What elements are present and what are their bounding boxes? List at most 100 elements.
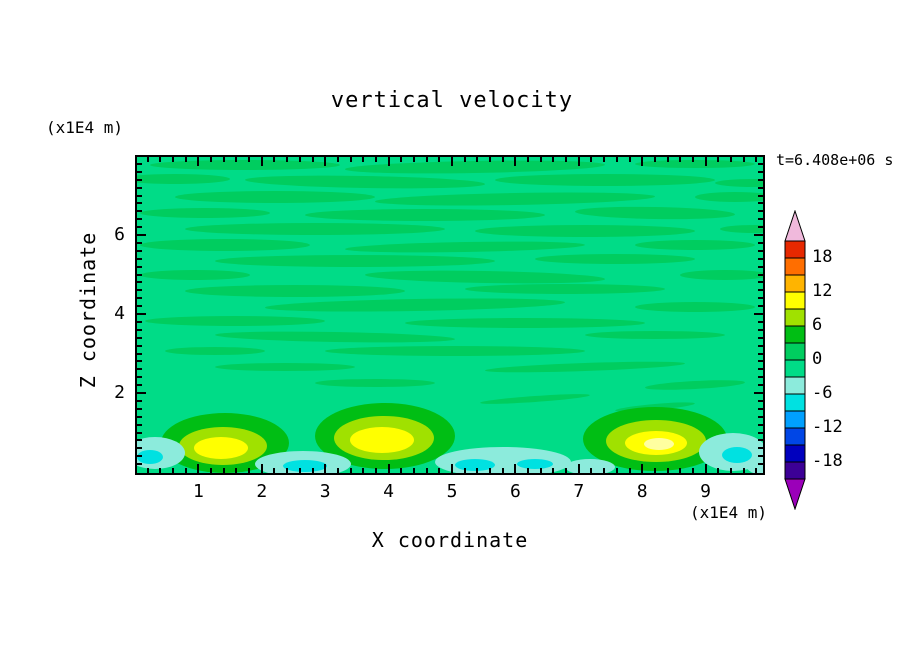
- tick-mark: [375, 157, 377, 162]
- tick-mark: [654, 468, 656, 473]
- tick-mark: [137, 226, 142, 228]
- updraft-core-yellow: [194, 427, 687, 459]
- tick-mark: [299, 157, 301, 162]
- x-tick-label: 5: [446, 481, 458, 502]
- tick-mark: [540, 468, 542, 473]
- tick-mark: [286, 157, 288, 162]
- tick-mark: [210, 157, 212, 162]
- tick-mark: [137, 179, 142, 181]
- tick-mark: [476, 157, 478, 162]
- tick-mark: [137, 424, 142, 426]
- tick-mark: [758, 337, 763, 339]
- tick-mark: [730, 157, 732, 162]
- tick-mark: [137, 321, 142, 323]
- tick-mark: [248, 468, 250, 473]
- tick-mark: [758, 368, 763, 370]
- tick-mark: [540, 157, 542, 162]
- tick-mark: [565, 468, 567, 473]
- tick-mark: [137, 384, 142, 386]
- tick-mark: [451, 157, 453, 166]
- tick-mark: [137, 305, 142, 307]
- tick-mark: [362, 468, 364, 473]
- tick-mark: [754, 234, 763, 236]
- tick-mark: [758, 416, 763, 418]
- tick-mark: [758, 447, 763, 449]
- time-annotation: t=6.408e+06 s: [776, 151, 894, 169]
- tick-mark: [758, 250, 763, 252]
- tick-mark: [758, 400, 763, 402]
- tick-mark: [185, 468, 187, 473]
- tick-mark: [438, 157, 440, 162]
- tick-mark: [603, 468, 605, 473]
- tick-mark: [758, 321, 763, 323]
- tick-mark: [654, 157, 656, 162]
- tick-mark: [273, 157, 275, 162]
- colorbar-segment: [784, 359, 806, 378]
- tick-mark: [223, 157, 225, 162]
- colorbar-segment: [784, 274, 806, 293]
- tick-mark: [502, 468, 504, 473]
- tick-mark: [758, 195, 763, 197]
- tick-mark: [235, 468, 237, 473]
- colorbar-segment: [784, 342, 806, 361]
- tick-mark: [758, 353, 763, 355]
- tick-mark: [758, 424, 763, 426]
- tick-mark: [464, 157, 466, 162]
- tick-mark: [299, 468, 301, 473]
- colorbar-segment: [784, 240, 806, 259]
- tick-mark: [438, 468, 440, 473]
- tick-mark: [758, 376, 763, 378]
- tick-mark: [730, 468, 732, 473]
- tick-mark: [400, 468, 402, 473]
- tick-mark: [261, 157, 263, 166]
- tick-mark: [362, 157, 364, 162]
- colorbar-tick-label: 0: [812, 349, 823, 369]
- colorbar-segment: [784, 410, 806, 429]
- tick-mark: [137, 329, 142, 331]
- tick-mark: [261, 464, 263, 473]
- tick-mark: [137, 202, 142, 204]
- contour-plot-area: [135, 155, 765, 475]
- tick-mark: [273, 468, 275, 473]
- tick-mark: [758, 210, 763, 212]
- tick-mark: [137, 368, 142, 370]
- tick-mark: [147, 157, 149, 162]
- tick-mark: [758, 384, 763, 386]
- tick-mark: [137, 447, 142, 449]
- colorbar-tick-label: 12: [812, 281, 833, 301]
- tick-mark: [137, 400, 142, 402]
- tick-mark: [324, 157, 326, 166]
- colorbar: [784, 210, 806, 510]
- tick-mark: [137, 163, 142, 165]
- tick-mark: [137, 297, 142, 299]
- tick-mark: [137, 234, 146, 236]
- plot-title: vertical velocity: [330, 88, 574, 113]
- tick-mark: [137, 210, 142, 212]
- colorbar-top-arrow: [784, 210, 806, 242]
- tick-mark: [137, 345, 142, 347]
- colorbar-bottom-arrow: [784, 478, 806, 510]
- tick-mark: [137, 439, 142, 441]
- colorbar-segment: [784, 308, 806, 327]
- z-tick-label: 6: [114, 224, 125, 245]
- colorbar-segment: [784, 325, 806, 344]
- tick-mark: [552, 468, 554, 473]
- tick-mark: [755, 468, 757, 473]
- tick-mark: [185, 157, 187, 162]
- tick-mark: [350, 468, 352, 473]
- x-tick-label: 8: [636, 481, 648, 502]
- tick-mark: [388, 464, 390, 473]
- tick-mark: [223, 468, 225, 473]
- tick-mark: [137, 195, 142, 197]
- tick-mark: [758, 432, 763, 434]
- tick-mark: [758, 345, 763, 347]
- tick-mark: [758, 187, 763, 189]
- x-axis-label: X coordinate: [371, 528, 529, 552]
- tick-mark: [137, 408, 142, 410]
- tick-mark: [137, 250, 142, 252]
- tick-mark: [388, 157, 390, 166]
- z-axis-unit: (x1E4 m): [46, 118, 124, 137]
- tick-mark: [590, 468, 592, 473]
- tick-mark: [754, 392, 763, 394]
- tick-mark: [758, 179, 763, 181]
